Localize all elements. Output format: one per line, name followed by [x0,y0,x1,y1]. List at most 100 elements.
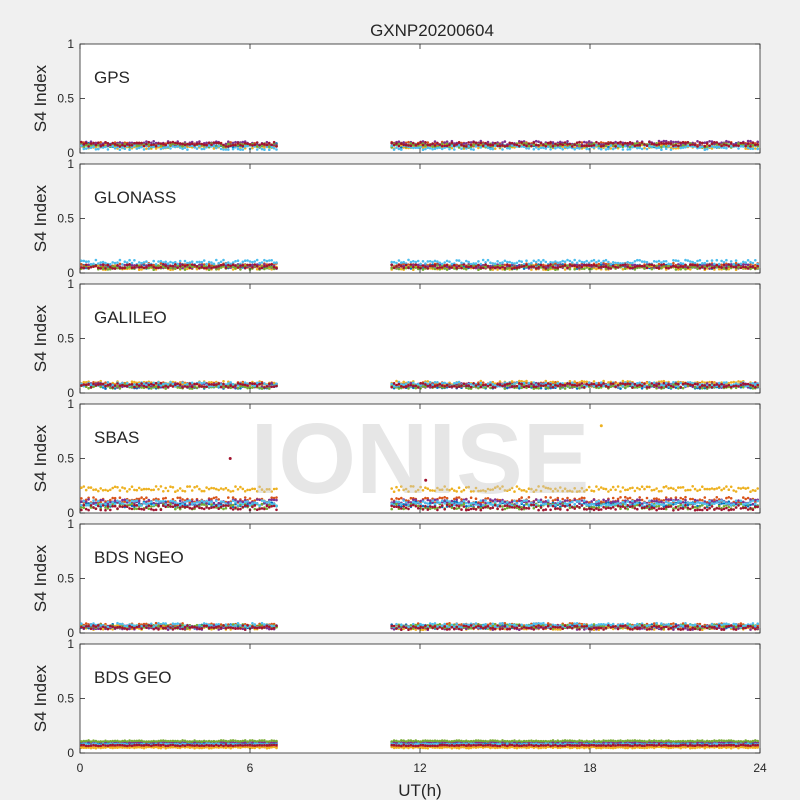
data-point [549,263,552,266]
data-point [751,147,755,151]
data-point [227,145,230,148]
data-point [503,267,507,270]
data-point [655,384,658,388]
data-point [123,263,127,267]
data-point [181,381,184,384]
y-tick-label: 1 [67,157,74,171]
data-point [101,260,105,264]
data-point [140,141,143,145]
data-point [624,267,627,271]
data-point [474,141,478,144]
data-point [440,147,444,151]
data-point [501,148,504,151]
data-point [655,260,658,264]
data-point [732,262,735,266]
data-point [551,145,555,148]
data-point [604,258,608,262]
data-point [147,266,151,270]
data-point [590,141,593,144]
data-point [239,264,242,267]
data-point [530,382,533,386]
data-point [260,144,264,148]
data-point [628,261,632,265]
data-point [412,143,415,147]
data-point [431,260,434,264]
data-point [496,141,499,144]
data-point [737,266,740,269]
data-point [669,262,673,266]
data-point [573,383,576,387]
data-point [251,144,254,147]
plot-area [79,163,761,274]
data-point [222,382,225,386]
data-point [546,268,550,272]
data-point [440,266,444,269]
data-point [424,265,427,269]
data-point [597,262,601,266]
data-point [265,259,269,263]
data-point [573,146,576,149]
data-point [631,142,634,145]
data-point [229,381,232,384]
data-point [445,383,449,387]
data-point [145,147,148,150]
data-point [424,385,427,389]
data-point [749,145,752,148]
data-point [660,261,663,264]
data-point [440,384,444,387]
data-point [749,383,752,387]
data-point [118,266,122,270]
data-point [496,144,499,148]
data-point [662,145,666,148]
data-point [443,385,447,388]
data-point [190,265,194,269]
data-point [82,266,86,270]
data-point [672,140,675,144]
data-point [698,146,702,149]
data-point [575,384,579,387]
data-point [82,259,86,263]
data-point [215,258,218,262]
data-point [407,381,410,384]
data-point [104,384,107,388]
data-point [224,148,228,151]
data-point [674,259,678,262]
data-point [448,385,451,389]
data-point [537,147,540,151]
data-point [462,267,466,270]
data-point [539,146,543,149]
data-point [708,144,711,147]
data-point [742,263,745,266]
data-point [689,260,692,263]
data-point [722,263,726,267]
data-point [705,385,709,389]
data-point [428,264,432,268]
data-point [664,385,668,388]
data-point [708,140,711,143]
data-point [599,261,603,265]
data-point [272,385,276,388]
data-point [275,266,278,270]
data-point [624,386,627,389]
data-point [664,139,668,143]
data-point [111,267,114,270]
data-point [518,140,521,143]
data-point [469,143,473,147]
data-point [169,260,172,264]
data-point [568,386,572,390]
data-point [592,263,596,267]
data-point [472,140,475,144]
data-point [87,382,90,386]
data-point [518,266,521,269]
chart-title: GXNP20200604 [370,21,494,40]
data-point [467,145,471,148]
data-point [433,147,437,151]
data-point [111,261,114,264]
data-point [407,387,410,390]
data-point [609,382,613,385]
data-point [739,266,743,270]
data-point [433,263,437,267]
data-point [162,146,165,150]
data-point [392,148,396,151]
data-point [525,263,528,267]
